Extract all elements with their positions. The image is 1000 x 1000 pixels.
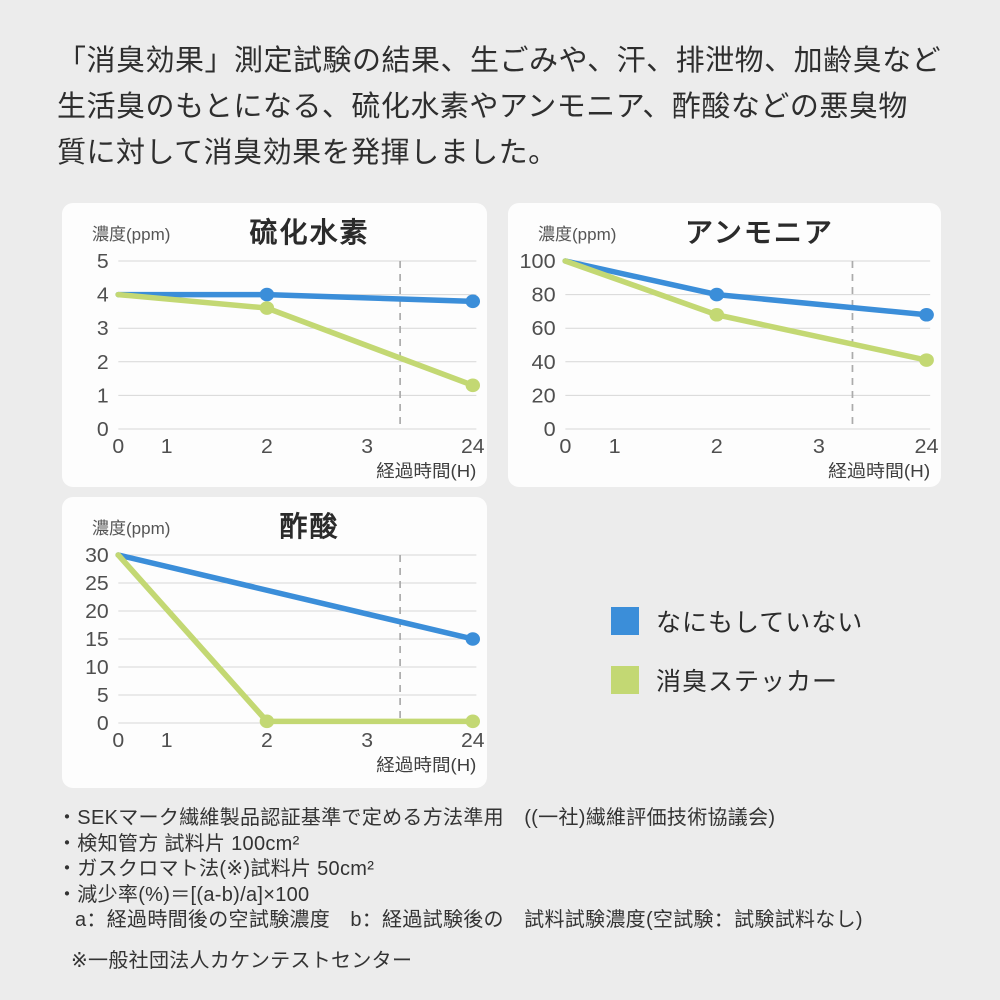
footnote-reference: ※一般社団法人カケンテストセンター	[71, 949, 413, 972]
svg-text:2: 2	[711, 436, 723, 458]
svg-text:1: 1	[609, 436, 621, 458]
legend-swatch-green-icon	[611, 666, 639, 694]
svg-text:60: 60	[532, 318, 556, 340]
footnote-line: ・検知管方 試料片 100cm²	[57, 832, 300, 855]
chart-title: 硫化水素	[249, 217, 370, 248]
svg-text:3: 3	[361, 730, 373, 752]
y-axis-label: 濃度(ppm)	[538, 225, 617, 244]
legend-item-untreated: なにもしていない	[611, 603, 863, 639]
chart-header: 濃度(ppm) アンモニア	[508, 203, 941, 249]
svg-text:80: 80	[532, 284, 556, 306]
svg-text:3: 3	[97, 318, 109, 340]
chart-card-hydrogen-sulfide: 濃度(ppm) 硫化水素 5 4 3 2 1 0 0 1 2 3 24 経過時間(H)	[62, 203, 487, 487]
footnote-line: ・SEKマーク繊維製品認証基準で定める方法準用 ((一社)繊維評価技術協議会)	[57, 807, 776, 829]
y-axis-label: 濃度(ppm)	[92, 519, 171, 538]
svg-text:経過時間(H): 経過時間(H)	[376, 755, 476, 774]
line-chart-ammonia: 100 80 60 40 20 00 1 2 3 24 経過時間(H)	[520, 251, 939, 481]
svg-text:24: 24	[914, 436, 938, 458]
svg-text:0: 0	[559, 436, 571, 458]
intro-text: 「消臭効果」測定試験の結果、生ごみや、汗、排泄物、加齢臭など 生活臭のもとになる…	[57, 38, 957, 176]
svg-text:0: 0	[112, 436, 124, 458]
svg-text:100: 100	[520, 251, 556, 273]
footnote-line: a：経過時間後の空試験濃度 b：経過試験後の 試料試験濃度(空試験：試験試料なし…	[75, 909, 863, 931]
svg-text:0: 0	[112, 730, 124, 752]
chart-title: アンモニア	[685, 217, 834, 248]
svg-text:20: 20	[532, 385, 556, 407]
y-axis-label: 濃度(ppm)	[92, 225, 171, 244]
svg-text:0: 0	[544, 419, 556, 441]
svg-text:2: 2	[97, 351, 109, 373]
chart-title: 酢酸	[279, 511, 340, 542]
svg-text:3: 3	[813, 436, 825, 458]
legend: なにもしていない 消臭ステッカー	[611, 603, 863, 721]
svg-text:20: 20	[85, 601, 109, 623]
svg-text:40: 40	[532, 352, 556, 374]
svg-text:2: 2	[261, 436, 273, 458]
line-chart-hydrogen-sulfide: 5 4 3 2 1 00 1 2 3 24 経過時間(H)	[97, 251, 485, 481]
svg-text:1: 1	[161, 436, 173, 458]
chart-card-acetic-acid: 濃度(ppm) 酢酸 30 25 20 15 10 5 0 0 1 2 3 24 経過時間(H)	[62, 497, 487, 788]
svg-text:5: 5	[97, 251, 109, 273]
svg-text:24: 24	[461, 730, 485, 752]
svg-text:0: 0	[97, 713, 109, 735]
chart-header: 濃度(ppm) 酢酸	[62, 497, 487, 543]
svg-text:1: 1	[97, 385, 109, 407]
line-chart-acetic-acid: 30 25 20 15 10 5 00 1 2 3 24 経過時間(H)	[85, 545, 485, 775]
svg-text:30: 30	[85, 545, 109, 567]
svg-text:4: 4	[97, 284, 109, 306]
footnotes: ・SEKマーク繊維製品認証基準で定める方法準用 ((一社)繊維評価技術協議会) …	[57, 806, 967, 974]
svg-text:5: 5	[97, 685, 109, 707]
intro-line-3: 質に対して消臭効果を発揮しました。	[57, 137, 558, 169]
svg-text:2: 2	[261, 730, 273, 752]
footnote-line: ・減少率(%)＝[(a-b)/a]×100	[57, 883, 310, 906]
intro-line-1: 「消臭効果」測定試験の結果、生ごみや、汗、排泄物、加齢臭など	[57, 45, 942, 77]
legend-label: なにもしていない	[656, 609, 864, 637]
intro-line-2: 生活臭のもとになる、硫化水素やアンモニア、酢酸などの悪臭物	[57, 91, 908, 123]
legend-swatch-blue-icon	[611, 607, 639, 635]
svg-text:3: 3	[361, 436, 373, 458]
chart-card-ammonia: 濃度(ppm) アンモニア 100 80 60 40 20 0 0 1 2 3 24 経過時間(H)	[508, 203, 941, 487]
chart-header: 濃度(ppm) 硫化水素	[62, 203, 487, 249]
svg-text:1: 1	[161, 730, 173, 752]
svg-text:10: 10	[85, 657, 109, 679]
svg-text:15: 15	[85, 629, 109, 651]
legend-item-deodorant-sticker: 消臭ステッカー	[611, 662, 863, 698]
svg-text:24: 24	[461, 436, 485, 458]
legend-label: 消臭ステッカー	[656, 668, 839, 696]
svg-text:経過時間(H): 経過時間(H)	[376, 461, 476, 480]
svg-text:25: 25	[85, 573, 109, 595]
svg-text:0: 0	[97, 419, 109, 441]
svg-text:経過時間(H): 経過時間(H)	[828, 461, 930, 481]
footnote-line: ・ガスクロマト法(※)試料片 50cm²	[57, 858, 375, 880]
